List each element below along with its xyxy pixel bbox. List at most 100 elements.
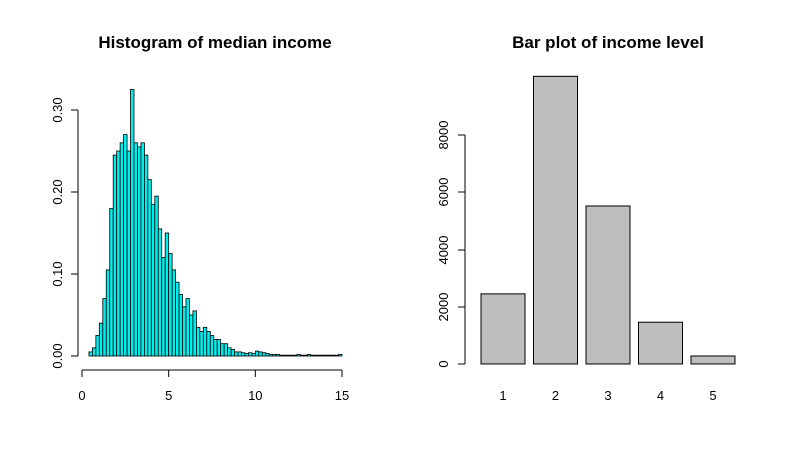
histogram-bar <box>126 150 131 357</box>
histogram-bar <box>227 347 232 357</box>
histogram-bar <box>237 351 242 357</box>
histogram-bar <box>102 298 107 357</box>
histogram-bar <box>133 142 138 357</box>
histogram-bar <box>265 353 270 357</box>
histogram-bar <box>171 269 177 357</box>
histogram-bar <box>279 354 284 357</box>
histogram-bar <box>105 269 111 357</box>
histogram-bar <box>182 306 187 357</box>
barplot-bar <box>533 75 578 365</box>
barplot-bar <box>690 355 736 365</box>
histogram-bar <box>303 354 308 357</box>
histogram-bar <box>161 257 166 357</box>
histogram-bar <box>296 353 301 357</box>
histogram-bar <box>338 353 343 357</box>
histogram-bar <box>223 343 229 357</box>
histogram-x-axis: 0 5 10 15 <box>78 369 349 403</box>
histogram-bar <box>168 253 173 357</box>
histogram-bar <box>109 207 114 357</box>
histogram-bar <box>299 354 305 357</box>
histogram-bar <box>244 353 249 357</box>
histogram-bar <box>230 349 235 357</box>
histogram-y-tick-label: 0.20 <box>50 179 65 204</box>
histogram-bar <box>157 228 163 357</box>
histogram-bar <box>119 142 124 357</box>
barplot-y-tick-label: 6000 <box>436 178 451 207</box>
histogram-bar <box>199 330 204 357</box>
histogram-bar <box>150 203 156 357</box>
histogram-bar <box>92 347 97 357</box>
histogram-bar <box>216 339 222 357</box>
histogram-bar <box>154 195 159 357</box>
histogram-bar <box>258 351 263 357</box>
barplot-y-axis: 0 2000 4000 6000 8000 <box>436 121 466 368</box>
histogram-bar <box>185 298 190 357</box>
histogram-bar <box>282 354 287 357</box>
histogram-bar <box>130 89 135 357</box>
barplot-bar <box>585 205 631 365</box>
histogram-bar <box>324 354 329 357</box>
histogram-title: Histogram of median income <box>98 33 331 52</box>
histogram-bar <box>206 330 211 357</box>
barplot-bar <box>480 293 526 365</box>
histogram-bar <box>268 353 274 357</box>
histogram-bar <box>88 351 93 357</box>
histogram-bar <box>251 353 256 357</box>
barplot-title: Bar plot of income level <box>512 33 704 52</box>
histogram-bar <box>241 352 246 357</box>
barplot-category-label: 4 <box>657 388 664 403</box>
barplot-category-labels: 1 2 3 4 5 <box>499 388 716 403</box>
barplot-y-tick-label: 0 <box>436 360 451 367</box>
histogram-bar <box>320 354 326 357</box>
histogram-bar <box>317 354 322 357</box>
histogram-bar <box>313 354 319 357</box>
histogram-y-tick-label: 0.30 <box>50 97 65 122</box>
histogram-bar <box>213 339 218 357</box>
histogram-x-tick-label: 0 <box>78 388 85 403</box>
histogram-panel: Histogram of median income 0 5 10 15 0.0… <box>50 33 349 403</box>
histogram-bar <box>286 354 291 357</box>
histogram-bar <box>293 354 298 357</box>
histogram-bar <box>123 134 128 357</box>
histogram-bar <box>95 335 100 357</box>
histogram-bar <box>247 352 253 357</box>
histogram-bar <box>202 326 208 357</box>
histogram-bar <box>175 281 180 357</box>
histogram-bar <box>98 322 104 357</box>
barplot-panel: Bar plot of income level 0 2000 4000 600… <box>436 33 736 403</box>
histogram-bar <box>189 314 194 357</box>
barplot-bar <box>638 321 683 365</box>
histogram-bar <box>178 294 183 357</box>
histogram-y-tick-label: 0.00 <box>50 343 65 368</box>
histogram-bar <box>209 335 215 357</box>
histogram-bar <box>195 326 201 357</box>
histogram-bar <box>116 150 121 357</box>
barplot-category-label: 3 <box>604 388 611 403</box>
histogram-bar <box>275 353 281 357</box>
histogram-bar <box>306 353 312 357</box>
histogram-bar <box>143 154 149 357</box>
histogram-bar <box>192 310 197 357</box>
histogram-bar <box>261 352 267 357</box>
histogram-bar <box>272 353 277 357</box>
barplot-category-label: 2 <box>552 388 559 403</box>
barplot-bars <box>480 75 736 365</box>
histogram-bar <box>147 179 152 357</box>
histogram-bar <box>112 154 118 357</box>
histogram-x-tick-label: 15 <box>335 388 349 403</box>
histogram-bar <box>254 350 260 357</box>
barplot-y-tick-label: 8000 <box>436 121 451 150</box>
histogram-y-axis: 0.00 0.10 0.20 0.30 <box>50 97 79 369</box>
histogram-bar <box>140 142 145 357</box>
histogram-bar <box>137 146 142 357</box>
histogram-bar <box>334 354 339 357</box>
barplot-y-tick-label: 4000 <box>436 236 451 265</box>
histogram-bar <box>327 354 333 357</box>
barplot-category-label: 1 <box>499 388 506 403</box>
histogram-bars <box>88 89 343 357</box>
histogram-bar <box>331 354 336 357</box>
barplot-category-label: 5 <box>709 388 716 403</box>
histogram-bar <box>289 354 294 357</box>
histogram-bar <box>310 354 315 357</box>
